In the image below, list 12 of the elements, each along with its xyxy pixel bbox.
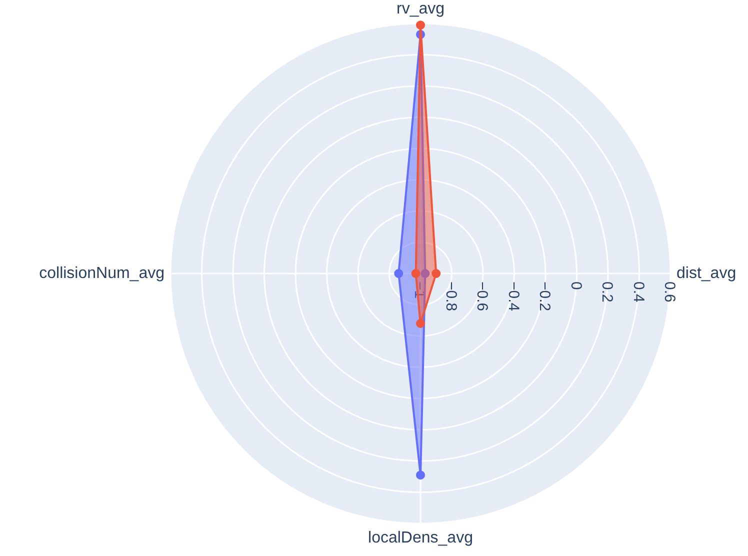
spoke-label: dist_avg: [676, 265, 736, 282]
spoke-label: collisionNum_avg: [39, 265, 164, 282]
spoke-label: localDens_avg: [368, 530, 473, 546]
y-tick-label: −0.4: [504, 282, 522, 312]
y-tick-label: 0.4: [630, 282, 647, 302]
y-tick-label: −0.8: [442, 282, 460, 312]
y-tick-label: 0.2: [598, 282, 616, 302]
y-tick-label: −0.2: [536, 282, 553, 312]
spoke-label: rv_avg: [396, 0, 445, 18]
y-tick-label: 0.6: [661, 282, 678, 302]
y-tick-label: −0.6: [474, 282, 490, 312]
y-tick-label: 0: [567, 282, 584, 290]
